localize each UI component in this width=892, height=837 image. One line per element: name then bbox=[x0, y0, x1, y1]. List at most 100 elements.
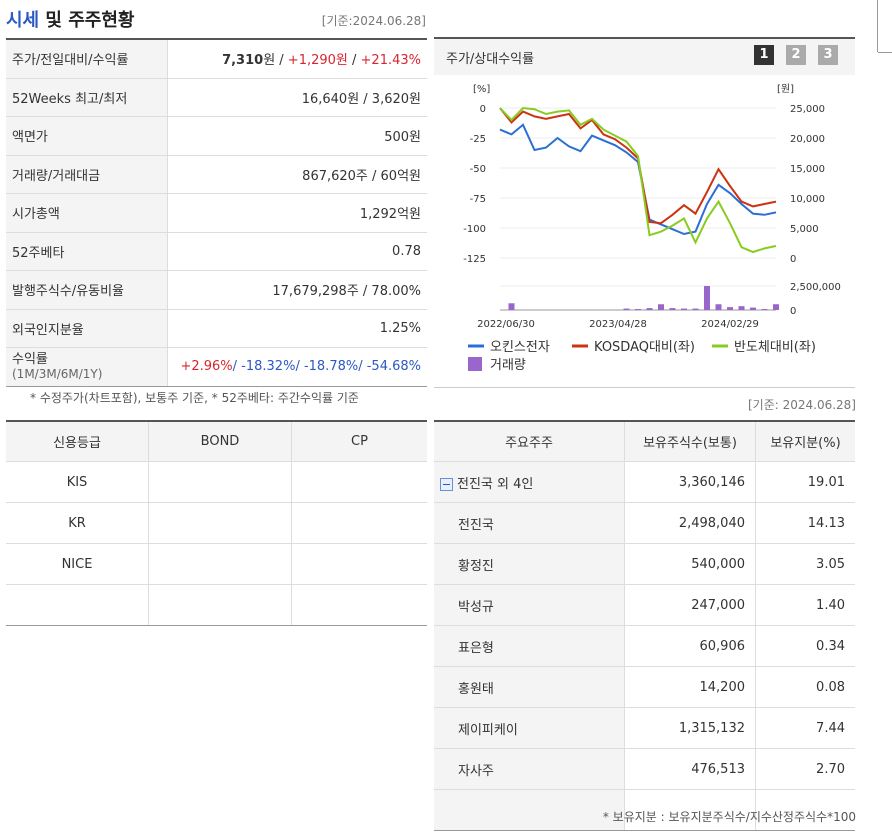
volume-bar bbox=[704, 286, 710, 310]
volume-bar bbox=[681, 308, 687, 310]
volume-bar bbox=[635, 309, 641, 310]
holder-ratio: 7.44 bbox=[755, 707, 855, 749]
x-tick-label: 2024/02/29 bbox=[701, 319, 759, 330]
legend-swatch bbox=[468, 357, 482, 371]
volume-bar bbox=[750, 307, 756, 310]
chart-tab-2[interactable]: 2 bbox=[786, 45, 806, 65]
holders-footnote: * 보유지분 : 보유지분주식수/지수산정주식수*100 bbox=[602, 810, 856, 824]
agency-name: KIS bbox=[6, 461, 149, 503]
right-tick-label: 15,000 bbox=[790, 164, 825, 175]
table-row bbox=[6, 584, 427, 626]
right-tick-label: 10,000 bbox=[790, 194, 825, 205]
holder-name bbox=[434, 789, 625, 831]
info-row: 수익률 (1M/3M/6M/1Y) +2.96%/ -18.32%/ -18.7… bbox=[6, 347, 427, 387]
left-tick-label: -50 bbox=[470, 164, 486, 175]
holder-ratio: 14.13 bbox=[755, 502, 855, 544]
return-3m: / -18.32% bbox=[232, 359, 296, 375]
credit-header: BOND bbox=[148, 421, 292, 462]
current-price: 7,310 bbox=[222, 53, 264, 69]
left-axis-unit: [%] bbox=[473, 84, 490, 95]
table-row bbox=[434, 789, 855, 831]
legend-label: 거래량 bbox=[490, 358, 526, 373]
agency-name: NICE bbox=[6, 543, 149, 585]
info-value: 867,620주 / 60억원 bbox=[167, 155, 427, 194]
x-tick-label: 2023/04/28 bbox=[589, 319, 647, 330]
info-label: 거래량/거래대금 bbox=[6, 155, 168, 194]
series-line bbox=[499, 123, 777, 236]
chart-legend: 오킨스전자 KOSDAQ대비(좌) 반도체대비(좌) 거래량 bbox=[468, 340, 816, 373]
chart-tab-3[interactable]: 3 bbox=[818, 45, 838, 65]
legend-label: KOSDAQ대비(좌) bbox=[594, 340, 695, 355]
chart-tab-1[interactable]: 1 bbox=[754, 45, 774, 65]
holder-name: 홍원태 bbox=[434, 666, 625, 708]
holder-group-name[interactable]: 전진국 외 4인 bbox=[457, 476, 534, 492]
holder-ratio: 2.70 bbox=[755, 748, 855, 790]
left-tick-label: -125 bbox=[463, 254, 486, 265]
volume-bar bbox=[761, 309, 768, 310]
agency-name bbox=[6, 584, 149, 626]
table-row: 홍원태 14,200 0.08 bbox=[434, 666, 855, 708]
right-tick-label: 20,000 bbox=[790, 134, 825, 145]
right-tick-label: 25,000 bbox=[790, 104, 825, 115]
chart-grid bbox=[500, 107, 776, 287]
holder-shares bbox=[624, 789, 756, 831]
info-row: 액면가 500원 bbox=[6, 116, 427, 156]
info-value: 1,292억원 bbox=[167, 193, 427, 233]
holders-header-row: 주요주주 보유주식수(보통) 보유지분(%) bbox=[434, 421, 855, 462]
volume-bar bbox=[508, 303, 515, 310]
cp-rating bbox=[291, 502, 427, 544]
info-label: 주가/전일대비/수익률 bbox=[6, 39, 168, 79]
holders-header: 보유주식수(보통) bbox=[624, 421, 756, 462]
holder-ratio: 0.08 bbox=[755, 666, 855, 708]
info-value: 7,310원 / +1,290원 / +21.43% bbox=[167, 39, 427, 79]
major-holders-table: 주요주주 보유주식수(보통) 보유지분(%) 전진국 외 4인 3,360,14… bbox=[434, 420, 855, 831]
holder-shares: 3,360,146 bbox=[624, 461, 756, 503]
volume-bar bbox=[623, 308, 630, 310]
price-info-table: 주가/전일대비/수익률 7,310원 / +1,290원 / +21.43% 5… bbox=[6, 38, 427, 387]
legend-label: 반도체대비(좌) bbox=[734, 340, 816, 355]
right-tick-label: 0 bbox=[790, 254, 796, 265]
info-row: 외국인지분율 1.25% bbox=[6, 309, 427, 348]
series-line bbox=[499, 106, 777, 254]
info-row: 발행주식수/유동비율 17,679,298주 / 78.00% bbox=[6, 270, 427, 310]
return-1y: / -54.68% bbox=[358, 359, 421, 375]
legend-label: 오킨스전자 bbox=[490, 340, 550, 355]
base-date: [기준:2024.06.28] bbox=[321, 14, 426, 28]
holder-shares: 60,906 bbox=[624, 625, 756, 667]
table-row: KR bbox=[6, 502, 427, 544]
info-value: 17,679,298주 / 78.00% bbox=[167, 270, 427, 310]
credit-header: 신용등급 bbox=[6, 421, 149, 462]
collapse-icon[interactable] bbox=[440, 477, 453, 491]
info-label: 발행주식수/유동비율 bbox=[6, 270, 168, 310]
credit-header: CP bbox=[291, 421, 427, 462]
holder-name: 전진국 외 4인 bbox=[434, 461, 625, 503]
bond-rating bbox=[148, 584, 292, 626]
return-6m: / -18.78% bbox=[295, 359, 359, 375]
table-row: 전진국 2,498,040 14.13 bbox=[434, 502, 855, 544]
info-row: 시가총액 1,292억원 bbox=[6, 193, 427, 233]
holder-ratio: 3.05 bbox=[755, 543, 855, 585]
volume-bar bbox=[715, 304, 722, 310]
table-row: 자사주 476,513 2.70 bbox=[434, 748, 855, 790]
table-row: 전진국 외 4인 3,360,146 19.01 bbox=[434, 461, 855, 503]
x-tick-label: 2022/06/30 bbox=[477, 319, 535, 330]
return-label: 수익률 bbox=[12, 351, 48, 367]
volume-bar bbox=[738, 306, 745, 310]
return-1m: +2.96% bbox=[180, 359, 233, 375]
return-period: (1M/3M/6M/1Y) bbox=[12, 366, 103, 381]
chart-panel bbox=[434, 37, 855, 388]
divider bbox=[878, 52, 892, 53]
credit-rating-table: 신용등급 BOND CP KIS KR NICE bbox=[6, 420, 427, 626]
info-value: 16,640원 / 3,620원 bbox=[167, 78, 427, 117]
page-title: 시세 및 주주현황 bbox=[6, 6, 134, 32]
cp-rating bbox=[291, 461, 427, 503]
bond-rating bbox=[148, 543, 292, 585]
right-axis-unit: [원] bbox=[777, 83, 794, 95]
volume-bar bbox=[669, 308, 676, 310]
holder-name: 박성규 bbox=[434, 584, 625, 626]
table-row: 황정진 540,000 3.05 bbox=[434, 543, 855, 585]
info-row: 거래량/거래대금 867,620주 / 60억원 bbox=[6, 155, 427, 194]
separator: / bbox=[347, 53, 361, 69]
holder-shares: 2,498,040 bbox=[624, 502, 756, 544]
holder-name: 제이피케이 bbox=[434, 707, 625, 749]
